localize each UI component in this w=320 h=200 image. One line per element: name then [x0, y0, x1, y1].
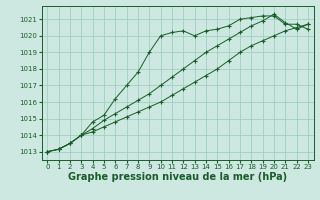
X-axis label: Graphe pression niveau de la mer (hPa): Graphe pression niveau de la mer (hPa) [68, 172, 287, 182]
